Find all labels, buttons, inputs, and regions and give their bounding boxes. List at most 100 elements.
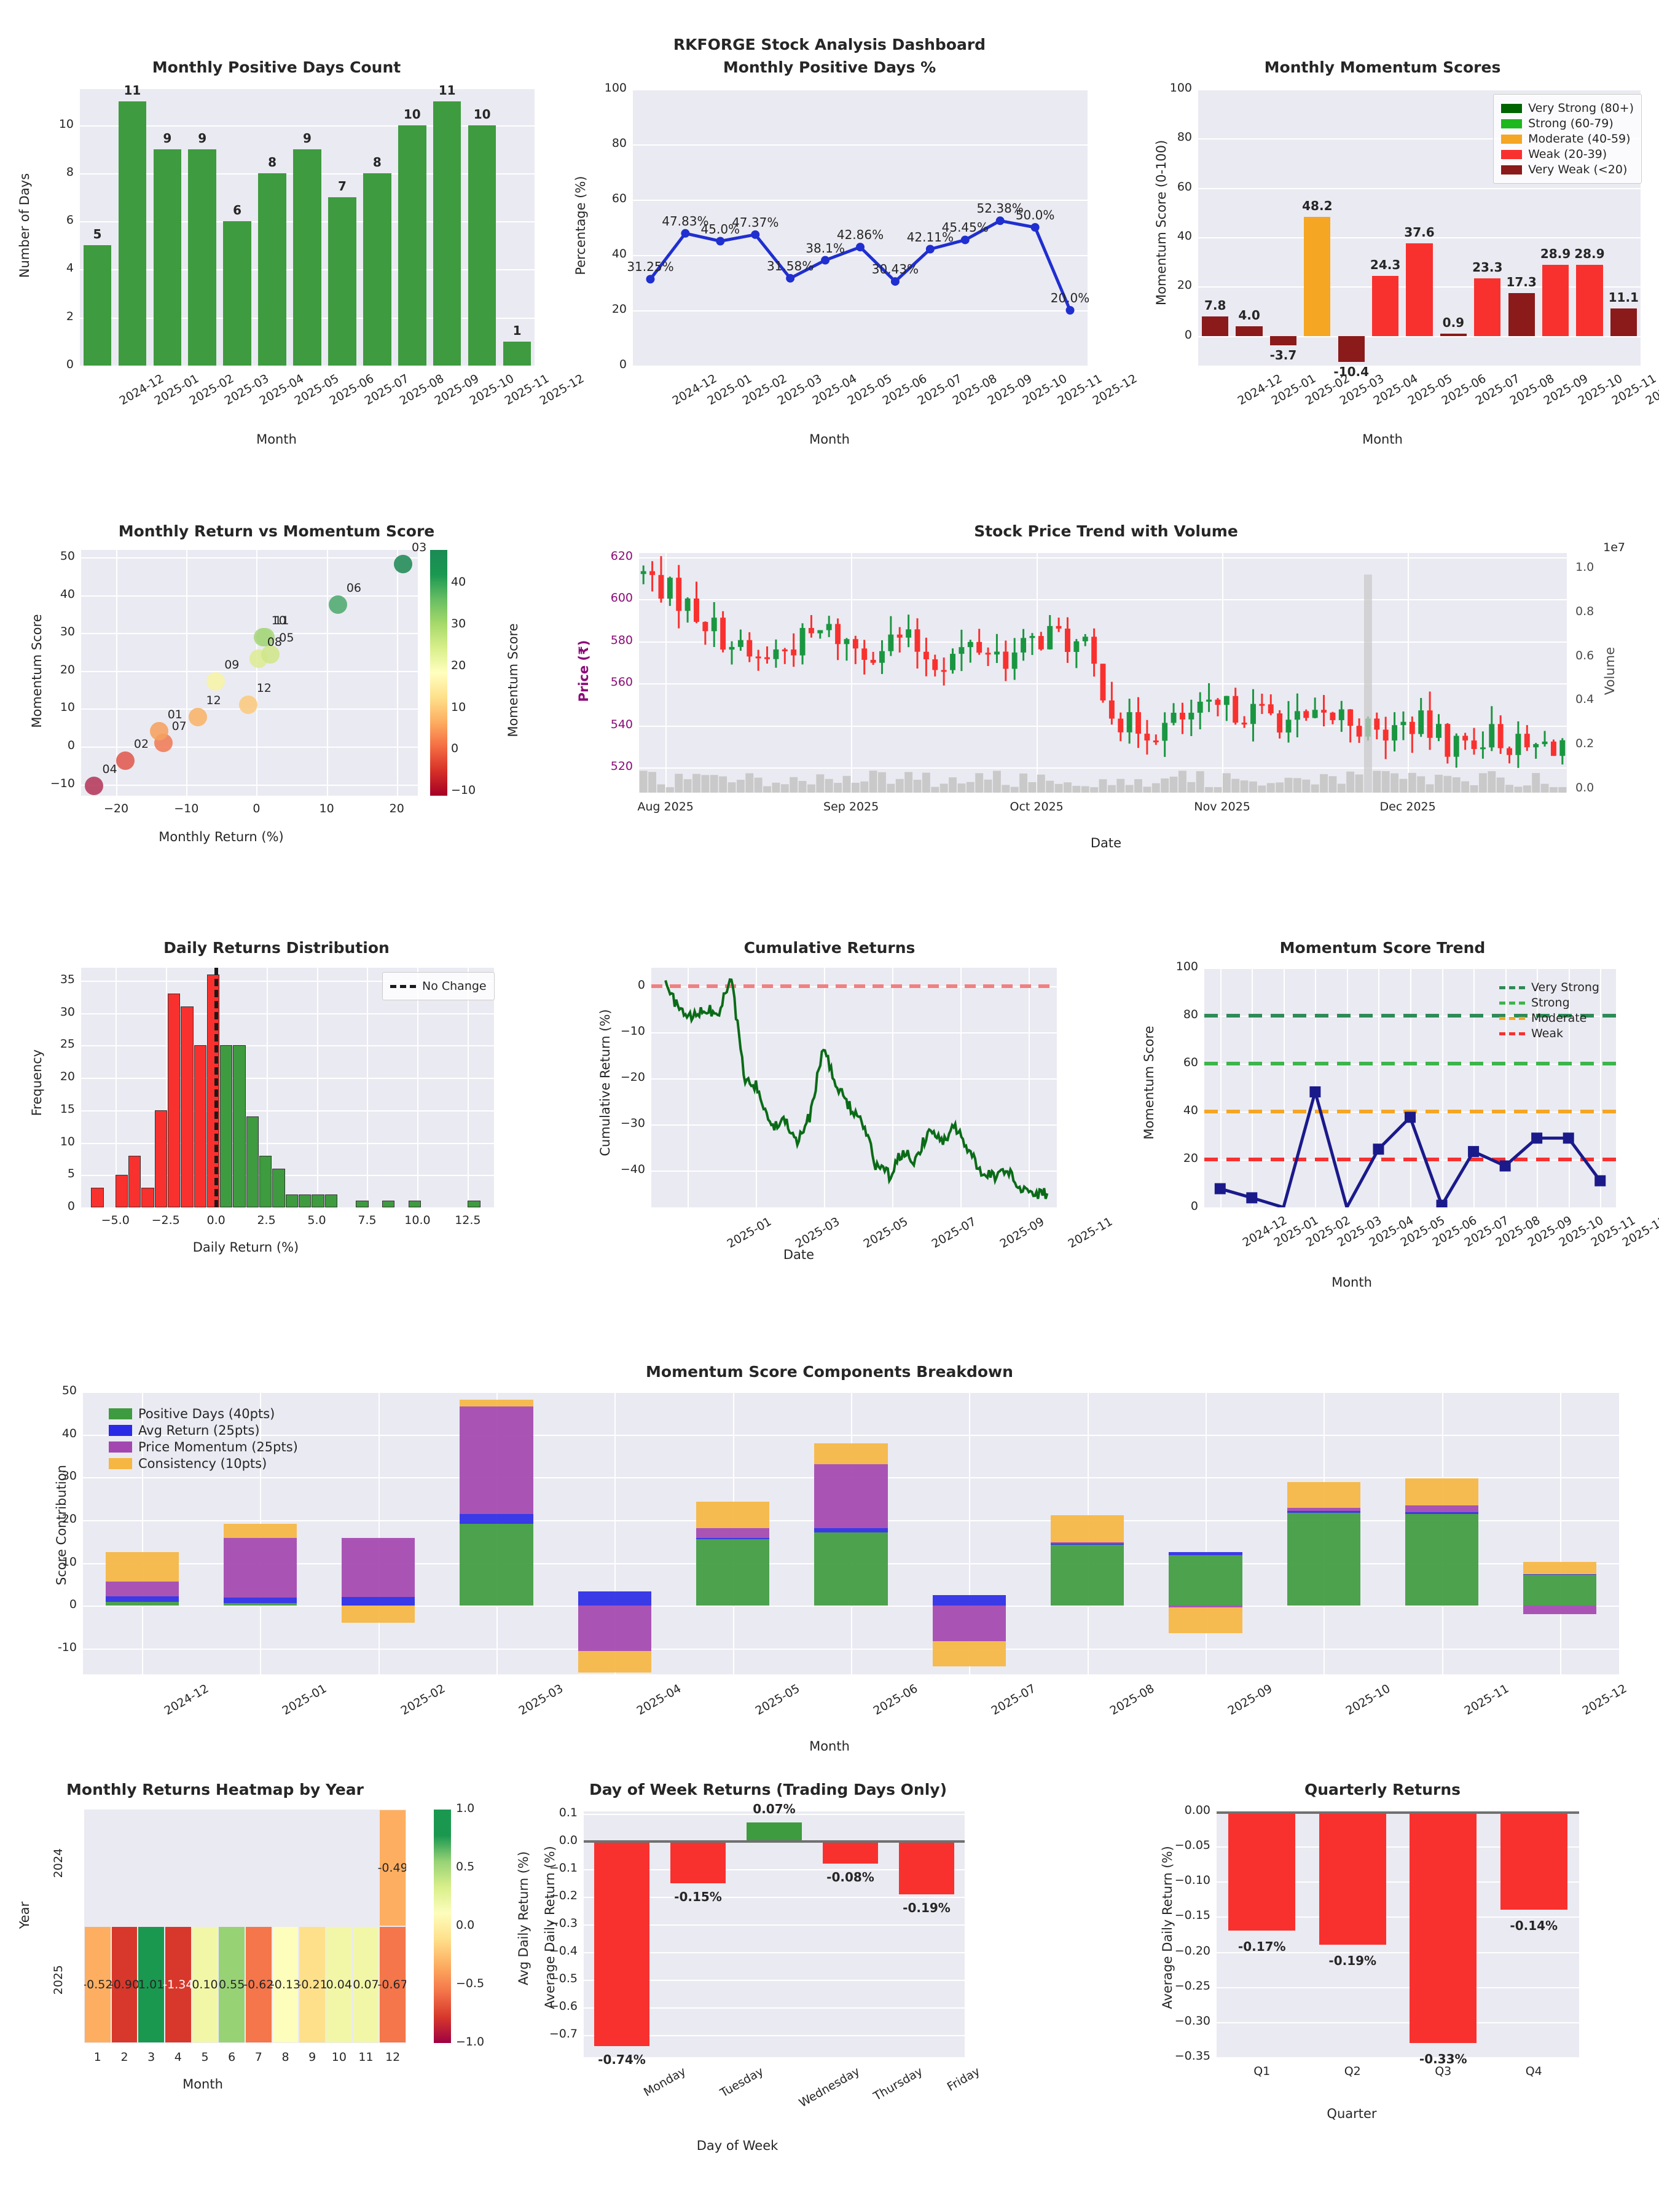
y-tick-label: −0.05 — [1174, 1838, 1210, 1853]
volume-tick-label: 0.0 — [1575, 781, 1594, 794]
histogram-bin — [115, 1175, 128, 1207]
plot-area-positive-days-count — [80, 89, 535, 366]
stacked-segment — [814, 1464, 888, 1528]
volume-exponent-label: 1e7 — [1603, 541, 1625, 554]
stacked-segment — [1523, 1574, 1597, 1575]
chart-title-positive-days-pct: Monthly Positive Days % — [723, 58, 936, 76]
bar-value-label: 8 — [268, 154, 277, 170]
bar-day-return — [823, 1841, 878, 1864]
volume-tick-label: 0.4 — [1575, 692, 1594, 707]
bar-value-label: 11 — [124, 82, 141, 98]
gridline-v — [326, 550, 328, 796]
y-tick-label: 10 — [61, 1555, 77, 1569]
x-tick-label: 4 — [174, 2050, 182, 2064]
y-axis-label-momentum-trend: Momentum Score — [1142, 1026, 1156, 1140]
gridline-h — [633, 89, 1088, 90]
x-tick-label: 2025-07 — [929, 1215, 979, 1251]
stacked-segment — [578, 1591, 651, 1606]
x-tick-label: −10 — [174, 802, 199, 815]
y-tick-label: −20 — [620, 1070, 645, 1084]
gridline-v — [1378, 968, 1380, 1207]
bar-value-label: 0.07% — [753, 1801, 796, 1816]
bar-value-label: 5 — [93, 227, 102, 242]
y-tick-label: 2 — [66, 309, 74, 323]
legend-label: Very Strong — [1531, 981, 1599, 994]
bar-positive-days — [83, 245, 112, 366]
scatter-point-label: 12 — [206, 694, 221, 707]
plot-area-components-breakdown — [83, 1392, 1619, 1674]
volume-tick-label: 0.8 — [1575, 604, 1594, 618]
gridline-h — [639, 641, 1567, 643]
legend-swatch — [1501, 119, 1523, 128]
bar-value-label: -0.15% — [674, 1889, 722, 1904]
y-tick-label: −0.5 — [549, 1972, 578, 1986]
stacked-segment — [105, 1601, 179, 1606]
gridline-h — [1217, 1881, 1579, 1883]
colorbar-tick-label: 20 — [451, 658, 466, 672]
gridline-h — [651, 1171, 1057, 1172]
point-value-label: 52.38% — [976, 201, 1024, 216]
x-tick-label: 2 — [120, 2050, 128, 2064]
gridline-v — [1559, 1392, 1561, 1674]
histogram-bin — [154, 1110, 167, 1207]
colorbar-tick-label: 30 — [451, 617, 466, 631]
legend-item: Weak — [1499, 1027, 1599, 1040]
x-tick-label: 5.0 — [307, 1214, 326, 1227]
plot-area-day-of-week — [584, 1811, 965, 2057]
gridline-h — [1198, 89, 1641, 90]
x-tick-label: 9 — [308, 2050, 316, 2064]
x-tick-label: 2025-11 — [1462, 1682, 1511, 1718]
heatmap-cell: -0.62 — [243, 1927, 273, 2042]
legend-momentum-scores: Very Strong (80+) Strong (60-79) Moderate … — [1493, 94, 1642, 184]
bar-day-return — [594, 1841, 649, 2047]
legend-swatch — [1501, 149, 1523, 159]
legend-dash — [1499, 1016, 1525, 1020]
heatmap-cell: -0.13 — [270, 1927, 300, 2042]
gridline-h — [1198, 335, 1641, 337]
histogram-bin — [128, 1155, 141, 1207]
legend-item: Moderate (40-59) — [1501, 132, 1634, 146]
bar-momentum-score — [1542, 264, 1569, 336]
y-tick-label: 50 — [61, 1384, 77, 1397]
y-tick-label: 0 — [619, 358, 627, 371]
x-tick-label: 2024-12 — [162, 1682, 211, 1718]
y-tick-label: −0.35 — [1174, 2049, 1210, 2063]
y-axis-label-monthly-heatmap: Year — [17, 1901, 32, 1929]
volume-tick-label: 1.0 — [1575, 560, 1594, 575]
bar-value-label: 48.2 — [1302, 198, 1333, 214]
plot-area-momentum-scores — [1198, 89, 1641, 366]
histogram-bin — [259, 1155, 272, 1207]
y-axis-label-positive-days-pct: Percentage (%) — [573, 176, 588, 275]
legend-item: Very Weak (<20) — [1501, 163, 1634, 176]
bar-value-label: -0.08% — [826, 1870, 874, 1885]
bar-momentum-score — [1236, 326, 1263, 336]
stacked-segment — [1405, 1505, 1479, 1512]
bar-momentum-score — [1304, 217, 1331, 336]
chart-title-components-breakdown: Momentum Score Components Breakdown — [646, 1363, 1013, 1381]
y-tick-label: 100 — [604, 81, 627, 95]
bar-value-label: -10.4 — [1333, 364, 1370, 379]
colorbar-tick-label: 0 — [451, 742, 459, 756]
bar-value-label: 28.9 — [1574, 246, 1605, 261]
bar-positive-days — [153, 149, 182, 366]
colorbar-label-return-vs-momentum: Momentum Score — [506, 623, 520, 737]
colorbar-tick-label: 0.0 — [456, 1918, 475, 1932]
gridline-v — [1346, 968, 1348, 1207]
bar-value-label: -3.7 — [1269, 347, 1297, 363]
gridline-h — [81, 1142, 494, 1144]
legend-label: Strong (60-79) — [1528, 117, 1614, 130]
y-tick-label: 60 — [1183, 1056, 1198, 1069]
gridline-v — [665, 553, 667, 793]
stacked-segment — [1405, 1514, 1479, 1606]
legend-label: Very Weak (<20) — [1528, 163, 1628, 176]
y-tick-label: −0.7 — [549, 2027, 578, 2041]
histogram-bin — [382, 1201, 395, 1207]
gridline-v — [614, 1392, 616, 1674]
panel-momentum-trend: Momentum Score Trend Momentum Score Mont… — [1106, 934, 1659, 1327]
stacked-segment — [342, 1606, 415, 1623]
bar-momentum-score — [1269, 335, 1297, 345]
x-tick-label: 2025-04 — [635, 1682, 684, 1718]
point-value-label: 20.0% — [1050, 291, 1090, 305]
bar-value-label: 4.0 — [1238, 307, 1260, 323]
y-axis-label-positive-days-count: Number of Days — [17, 173, 32, 278]
